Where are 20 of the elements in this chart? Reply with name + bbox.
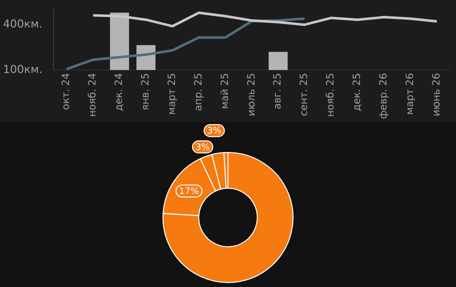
x-tick-label: нояб. 25 <box>326 72 337 117</box>
y-tick-label: 100км. <box>2 62 42 76</box>
x-tick-label: март 25 <box>167 72 178 115</box>
x-tick-label: дек. 24 <box>114 72 126 112</box>
x-tick-label: июль 25 <box>246 72 258 116</box>
x-tick-label: нояб. 24 <box>88 72 99 117</box>
x-tick-label: янв. 25 <box>140 72 152 111</box>
x-tick-label: июнь 26 <box>431 72 442 116</box>
x-tick-label: май 25 <box>220 72 231 110</box>
x-tick-label: сент. 25 <box>299 72 310 116</box>
data-label: 3% <box>195 142 210 153</box>
x-tick-label: окт. 24 <box>61 72 72 110</box>
x-tick-label: февр. 26 <box>378 72 390 120</box>
data-label: 17% <box>179 186 200 197</box>
x-tick-label: авг. 25 <box>272 72 284 110</box>
x-tick-label: март 26 <box>404 72 416 115</box>
x-tick-label: апр. 25 <box>193 72 204 112</box>
data-label: 3% <box>207 126 222 136</box>
x-tick-label: дек. 25 <box>352 72 364 112</box>
y-tick-label: 400км. <box>2 18 42 31</box>
